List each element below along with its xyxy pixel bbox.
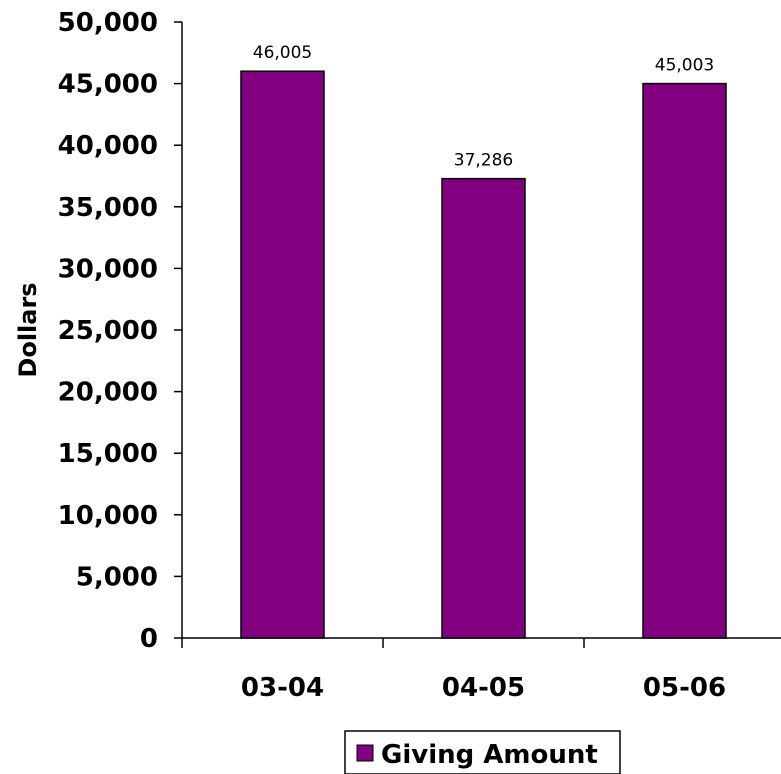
bar-05-06 bbox=[642, 82, 727, 639]
data-label-03-04: 46,005 bbox=[253, 43, 312, 63]
legend-box bbox=[344, 730, 621, 774]
data-labels: 46,005 37,286 45,003 bbox=[253, 43, 714, 170]
y-axis: 0 5,000 10,000 15,000 20,000 25,000 30,000 35,0… bbox=[58, 8, 183, 654]
x-category-label-04-05: 04-05 bbox=[442, 673, 525, 703]
y-tick-label: 45,000 bbox=[58, 70, 158, 100]
x-axis: 03-04 04-05 05-06 bbox=[181, 637, 781, 703]
y-tick-label: 0 bbox=[140, 624, 158, 654]
y-tick-label: 25,000 bbox=[58, 316, 158, 346]
y-tick-label: 5,000 bbox=[76, 562, 158, 592]
legend-label-giving-amount: Giving Amount bbox=[381, 740, 598, 770]
bar-03-04 bbox=[240, 70, 325, 639]
bar-04-05 bbox=[441, 177, 526, 639]
x-category-label-05-06: 05-06 bbox=[643, 673, 726, 703]
y-tick-label: 35,000 bbox=[58, 193, 158, 223]
data-label-04-05: 37,286 bbox=[454, 151, 513, 171]
legend-swatch-giving-amount bbox=[356, 744, 374, 762]
y-tick-label: 15,000 bbox=[58, 439, 158, 469]
y-tick-label: 20,000 bbox=[58, 378, 158, 408]
legend: Giving Amount bbox=[344, 730, 621, 774]
y-axis-title: Dollars bbox=[14, 282, 42, 377]
x-category-label-03-04: 03-04 bbox=[241, 673, 324, 703]
y-tick-label: 40,000 bbox=[58, 131, 158, 161]
y-tick-label: 10,000 bbox=[58, 501, 158, 531]
data-label-05-06: 45,003 bbox=[655, 56, 714, 76]
bars bbox=[240, 70, 727, 639]
y-tick-label: 50,000 bbox=[58, 8, 158, 38]
y-tick-label: 30,000 bbox=[58, 254, 158, 284]
